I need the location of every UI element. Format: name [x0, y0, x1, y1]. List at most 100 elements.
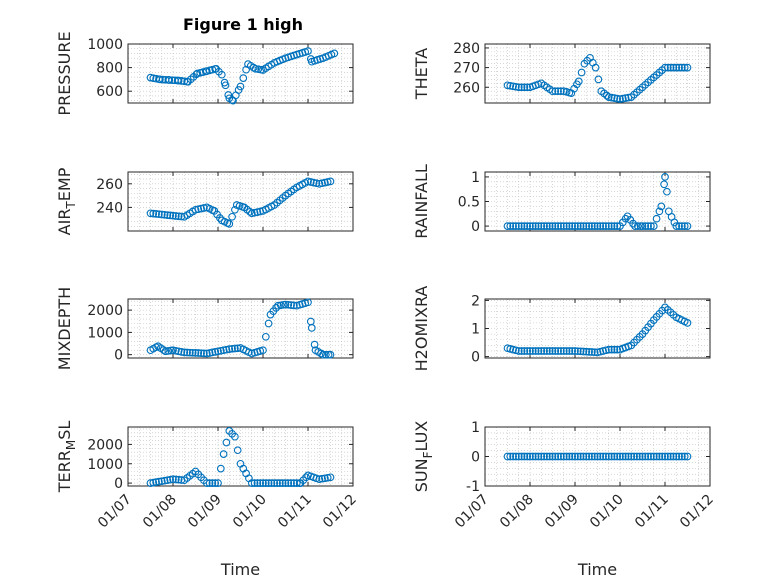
data-point	[633, 222, 642, 230]
data-point	[657, 202, 666, 211]
data-point	[627, 452, 636, 461]
data-point	[641, 452, 650, 461]
data-point	[506, 452, 515, 461]
data-point	[520, 222, 529, 230]
data-point	[284, 479, 293, 487]
data-point	[236, 82, 245, 91]
data-point	[554, 87, 562, 96]
data-point	[528, 452, 537, 461]
y-label-main: PRESSURE	[55, 31, 74, 115]
data-point	[528, 347, 537, 355]
data-point	[582, 452, 591, 461]
y-label-main: SUN	[412, 458, 431, 492]
data-point	[304, 298, 312, 307]
data-point	[164, 347, 173, 355]
y-tick-label: 600	[96, 84, 123, 100]
y-label-main: THETA	[412, 48, 431, 100]
data-point	[191, 349, 200, 357]
data-point	[565, 347, 574, 355]
data-point	[512, 452, 520, 461]
data-point	[526, 347, 534, 355]
data-point	[250, 208, 259, 217]
data-point	[326, 350, 335, 359]
data-point	[576, 452, 585, 461]
data-point	[624, 452, 633, 461]
data-point	[216, 346, 225, 355]
data-point	[540, 452, 548, 461]
data-point	[568, 222, 577, 230]
data-point	[644, 452, 652, 461]
data-point	[548, 452, 557, 461]
data-point	[571, 452, 579, 461]
y-tick-label: 2	[471, 293, 480, 309]
data-point	[321, 178, 329, 187]
data-point	[554, 452, 562, 461]
data-markers	[146, 427, 335, 487]
data-point	[509, 452, 517, 461]
data-point	[604, 93, 613, 101]
data-point	[281, 300, 290, 309]
data-point	[523, 347, 532, 355]
data-point	[588, 452, 596, 461]
data-point	[259, 346, 267, 355]
data-point	[579, 347, 588, 356]
data-point	[647, 222, 655, 230]
data-point	[317, 349, 325, 358]
data-point	[649, 452, 658, 461]
data-point	[273, 479, 281, 487]
data-markers	[503, 53, 692, 103]
data-point	[565, 222, 574, 230]
data-point	[270, 479, 279, 487]
data-point	[517, 222, 526, 230]
data-point	[321, 350, 330, 359]
data-point	[517, 347, 526, 355]
data-point	[663, 63, 672, 72]
data-point	[641, 222, 650, 230]
figure-title: Figure 1 high	[183, 15, 303, 34]
data-point	[537, 222, 546, 230]
data-point	[534, 452, 543, 461]
data-point	[171, 346, 180, 355]
data-point	[169, 211, 177, 220]
y-tick-label: 0	[471, 450, 480, 466]
data-point	[225, 220, 234, 228]
y-tick-label: 0	[114, 348, 123, 364]
data-point	[557, 222, 565, 230]
data-point	[250, 479, 259, 487]
data-point	[602, 222, 610, 230]
data-point	[231, 432, 239, 441]
data-point	[616, 452, 624, 461]
data-point	[559, 222, 568, 230]
data-point	[159, 346, 168, 354]
data-point	[635, 452, 644, 461]
y-axis-label: MIXDEPTH	[55, 287, 74, 370]
data-point	[200, 204, 208, 212]
data-point	[512, 82, 520, 91]
data-point	[610, 222, 619, 230]
data-point	[661, 173, 669, 181]
data-point	[621, 94, 630, 102]
data-point	[666, 452, 675, 461]
axes-box	[484, 43, 711, 104]
data-point	[208, 348, 217, 357]
y-tick-label: 1	[471, 170, 480, 186]
data-point	[562, 347, 571, 355]
data-point	[219, 450, 228, 458]
data-point	[174, 475, 183, 484]
y-axis-label: TERRMSL	[55, 421, 78, 494]
data-point	[506, 222, 515, 230]
data-point	[523, 222, 532, 230]
data-point	[221, 81, 230, 90]
data-point	[548, 222, 557, 230]
data-point	[678, 452, 686, 461]
data-point	[678, 222, 686, 230]
data-markers	[146, 177, 335, 228]
x-axis-label: Time	[220, 560, 260, 579]
data-point	[514, 347, 523, 355]
data-point	[638, 452, 647, 461]
data-point	[537, 347, 546, 355]
data-point	[228, 344, 236, 353]
data-point	[596, 222, 605, 230]
data-point	[655, 452, 664, 461]
data-point	[214, 479, 222, 487]
